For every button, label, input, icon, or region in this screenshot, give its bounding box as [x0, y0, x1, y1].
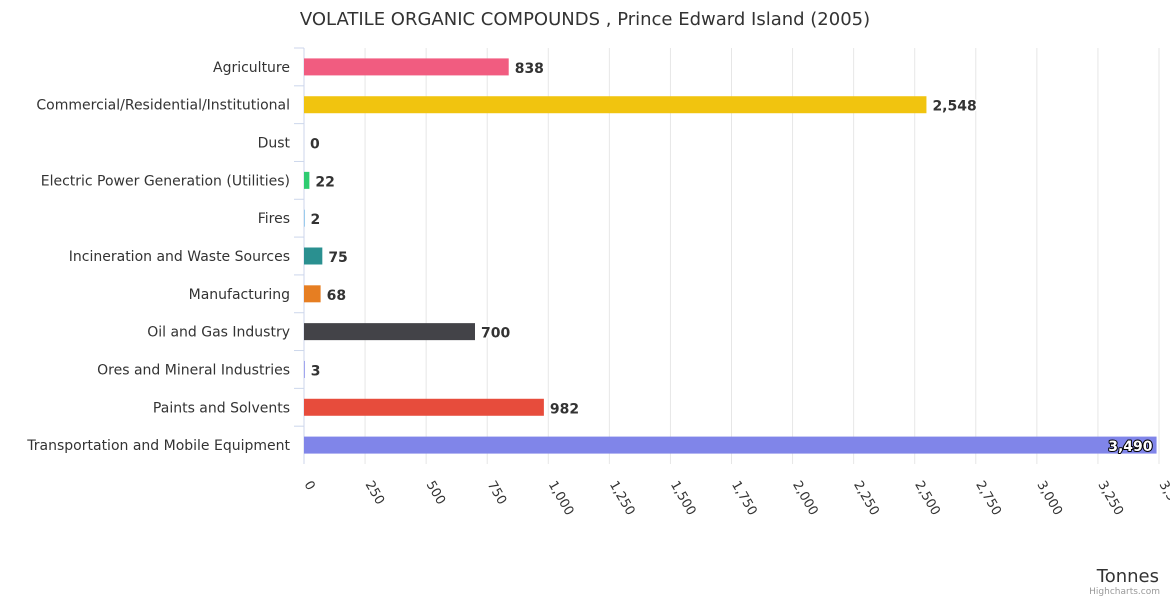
bars: [304, 58, 1157, 454]
x-tick-label: 2,750: [972, 479, 1004, 519]
data-label: 0: [310, 137, 320, 153]
chart-title: VOLATILE ORGANIC COMPOUNDS , Prince Edwa…: [300, 9, 870, 30]
x-tick-label: 2,000: [789, 479, 821, 519]
x-tick-label: 2,250: [850, 479, 882, 519]
bar[interactable]: [304, 96, 927, 114]
x-tick-label: 3,000: [1033, 479, 1065, 519]
category-label: Oil and Gas Industry: [147, 325, 290, 341]
category-label: Agriculture: [213, 60, 290, 76]
x-tick-label: 2,500: [911, 479, 943, 519]
x-tick-label: 1,000: [545, 479, 577, 519]
data-label: 700: [481, 326, 510, 342]
data-label: 838: [515, 61, 544, 77]
data-label: 75: [328, 250, 347, 266]
x-tick-label: 1,750: [728, 479, 760, 519]
category-labels: Agriculture Commercial/Residential/Instit…: [26, 60, 290, 454]
x-tick-label: 1,500: [667, 479, 699, 519]
category-label: Manufacturing: [189, 287, 290, 303]
bar[interactable]: [304, 285, 321, 303]
x-tick-label: 0: [301, 479, 318, 494]
x-axis-title: Tonnes: [1096, 566, 1159, 587]
x-tick-label: 1,250: [606, 479, 638, 519]
data-label: 3: [311, 363, 321, 379]
bar[interactable]: [304, 247, 323, 265]
data-label: 2,548: [932, 99, 976, 115]
bar[interactable]: [304, 323, 475, 341]
bar[interactable]: [304, 360, 305, 378]
bar[interactable]: [304, 171, 310, 189]
x-tick-label: 3,250: [1094, 479, 1126, 519]
x-tick-labels: 0 250 500 750 1,000 1,250 1,500 1,750 2,000 2,250…: [301, 479, 1170, 519]
x-tick-label: 3,500: [1156, 479, 1170, 519]
category-label: Electric Power Generation (Utilities): [41, 173, 290, 189]
category-label: Ores and Mineral Industries: [97, 362, 290, 378]
x-tick-label: 250: [362, 479, 387, 508]
data-label: 3,490: [1108, 439, 1153, 455]
data-label: 982: [550, 401, 579, 417]
category-label: Paints and Solvents: [153, 400, 290, 416]
bar[interactable]: [304, 436, 1157, 454]
data-label: 68: [327, 288, 346, 304]
data-label: 22: [315, 174, 334, 190]
x-tick-label: 750: [484, 479, 509, 508]
bar[interactable]: [304, 398, 544, 416]
x-tick-label: 500: [423, 479, 448, 508]
credits-link[interactable]: Highcharts.com: [1089, 587, 1160, 597]
category-label: Transportation and Mobile Equipment: [26, 438, 290, 454]
category-label: Incineration and Waste Sources: [69, 249, 290, 265]
category-label: Fires: [258, 211, 290, 227]
category-label: Commercial/Residential/Institutional: [36, 98, 290, 114]
grid-lines: [294, 47, 1160, 464]
category-label: Dust: [258, 136, 291, 152]
bar[interactable]: [304, 58, 509, 76]
data-label: 2: [310, 212, 320, 228]
